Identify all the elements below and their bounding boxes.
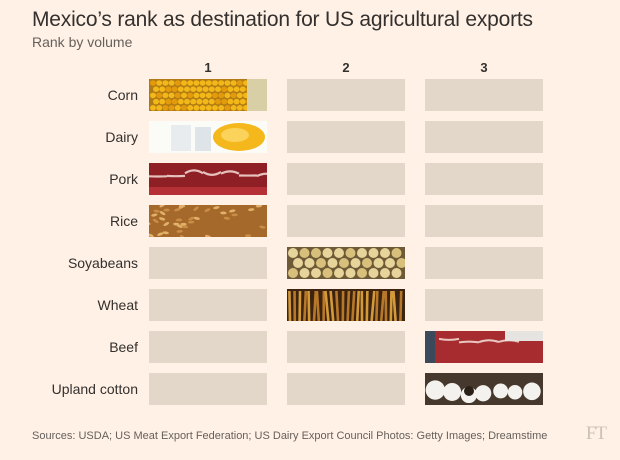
empty-rank-cell xyxy=(425,247,543,279)
corn-photo xyxy=(149,79,267,111)
pork-photo-image xyxy=(149,163,267,195)
chart-title: Mexico’s rank as destination for US agri… xyxy=(32,8,533,31)
row-label-soyabeans: Soyabeans xyxy=(67,255,138,271)
soyabeans-photo-image xyxy=(287,247,405,279)
column-header-3: 3 xyxy=(480,60,488,75)
dairy-photo xyxy=(149,121,267,153)
empty-rank-cell xyxy=(149,331,267,363)
row-label-dairy: Dairy xyxy=(105,129,138,145)
empty-rank-cell xyxy=(425,205,543,237)
row-label-corn: Corn xyxy=(107,87,138,103)
empty-rank-cell xyxy=(287,163,405,195)
row-label-rice: Rice xyxy=(109,213,138,229)
row-label-pork: Pork xyxy=(109,171,138,187)
ft-logo: FT xyxy=(585,423,607,444)
empty-rank-cell xyxy=(287,373,405,405)
empty-rank-cell xyxy=(425,163,543,195)
cotton-photo-image xyxy=(425,373,543,405)
cotton-photo xyxy=(425,373,543,405)
empty-rank-cell xyxy=(287,331,405,363)
rice-photo-image xyxy=(149,205,267,237)
empty-rank-cell xyxy=(425,79,543,111)
row-label-wheat: Wheat xyxy=(97,297,138,313)
row-label-beef: Beef xyxy=(109,339,138,355)
source-footer: Sources: USDA; US Meat Export Federation… xyxy=(32,430,548,442)
row-label-upland-cotton: Upland cotton xyxy=(51,381,138,397)
wheat-photo-image xyxy=(287,289,405,321)
beef-photo-image xyxy=(425,331,543,363)
empty-rank-cell xyxy=(149,373,267,405)
empty-rank-cell xyxy=(149,289,267,321)
wheat-photo xyxy=(287,289,405,321)
column-header-1: 1 xyxy=(204,60,212,75)
empty-rank-cell xyxy=(287,121,405,153)
soyabeans-photo xyxy=(287,247,405,279)
corn-photo-image xyxy=(149,79,267,111)
empty-rank-cell xyxy=(425,121,543,153)
pork-photo xyxy=(149,163,267,195)
chart-subtitle: Rank by volume xyxy=(32,34,133,50)
empty-rank-cell xyxy=(287,79,405,111)
beef-photo xyxy=(425,331,543,363)
dairy-photo-image xyxy=(149,121,267,153)
empty-rank-cell xyxy=(287,205,405,237)
empty-rank-cell xyxy=(425,289,543,321)
rice-photo xyxy=(149,205,267,237)
column-header-2: 2 xyxy=(342,60,350,75)
empty-rank-cell xyxy=(149,247,267,279)
